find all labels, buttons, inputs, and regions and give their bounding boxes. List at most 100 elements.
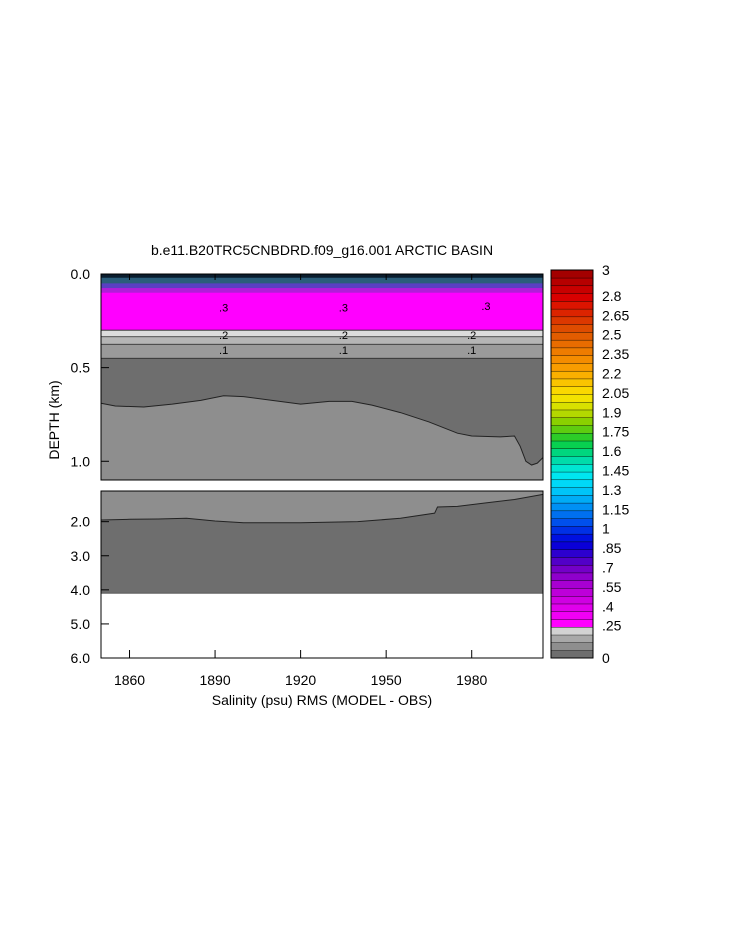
colorbar-swatch-13 (550, 549, 594, 558)
colorbar-swatch-31 (550, 409, 594, 418)
colorbar-swatch-34 (550, 386, 594, 395)
upper-y-tick-label-2: 1.0 (71, 453, 91, 469)
x-tick-label-2: 1920 (285, 672, 316, 688)
upper-depth-panel: .3 .3 .3 .2 .2 .2 .1 .1 .1 0.0 0.5 1.0 (71, 266, 544, 481)
colorbar-swatch-8 (550, 587, 594, 597)
colorbar-label-7: 1.9 (602, 404, 622, 420)
colorbar-swatch-37 (550, 362, 594, 372)
colorbar-label-14: .85 (602, 540, 622, 556)
colorbar-label-3: 2.5 (602, 327, 622, 343)
colorbar-swatch-28 (550, 432, 594, 442)
lower-y-tick-label-0: 2.0 (71, 514, 91, 530)
colorbar-swatch-11 (550, 564, 594, 574)
colorbar-label-16: .55 (602, 579, 622, 595)
colorbar-legend: 3 2.8 2.65 2.5 2.35 2.2 2.05 1.9 1.75 1.6 1.45 1.3 1… (550, 262, 629, 666)
colorbar-swatch-33 (550, 393, 594, 403)
lower-y-tick-label-4: 6.0 (71, 650, 91, 666)
depth-band-2 (101, 283, 543, 289)
colorbar-swatch-32 (550, 401, 594, 411)
colorbar-label-13: 1 (602, 521, 610, 537)
upper-panel-frame (100, 273, 544, 481)
colorbar-label-5: 2.2 (602, 365, 622, 381)
lower-filled-region (101, 491, 543, 523)
colorbar-swatch-25 (550, 456, 594, 465)
colorbar-swatch-4 (550, 619, 594, 628)
colorbar-label-9: 1.6 (602, 443, 622, 459)
colorbar-swatch-39 (550, 347, 594, 356)
colorbar-label-10: 1.45 (602, 462, 629, 478)
colorbar-swatch-24 (550, 463, 594, 473)
colorbar-swatch-30 (550, 417, 594, 426)
colorbar-label-18: .25 (602, 618, 622, 634)
depth-band-4 (101, 292, 543, 331)
depth-band-5 (101, 330, 543, 338)
lower-y-tick-label-1: 3.0 (71, 548, 91, 564)
colorbar-label-0: 3 (602, 262, 610, 278)
upper-y-tick-label-0: 0.0 (71, 266, 91, 282)
depth-band-0 (101, 274, 543, 279)
colorbar-label-19: 0 (602, 650, 610, 666)
x-tick-label-0: 1860 (114, 672, 145, 688)
colorbar-label-12: 1.15 (602, 501, 629, 517)
colorbar-swatch-0 (550, 650, 594, 659)
colorbar-swatch-47 (550, 285, 594, 294)
colorbar-swatch-23 (550, 471, 594, 481)
colorbar-swatch-41 (550, 331, 594, 341)
colorbar-swatch-29 (550, 425, 594, 434)
colorbar-label-2: 2.65 (602, 307, 629, 323)
colorbar-swatch-15 (550, 533, 594, 543)
contour-label-8: .1 (467, 345, 476, 357)
colorbar-swatch-1 (550, 642, 594, 651)
colorbar-swatch-3 (550, 626, 594, 636)
upper-contour-boundary (100, 395, 544, 466)
x-axis: 1860 1890 1920 1950 1980 (114, 274, 487, 688)
colorbar-label-8: 1.75 (602, 424, 629, 440)
contour-label-0: .3 (219, 303, 228, 315)
colorbar-swatch-10 (550, 572, 594, 581)
colorbar-swatch-48 (550, 277, 594, 287)
contour-label-5: .2 (467, 330, 476, 342)
colorbar-swatch-5 (550, 611, 594, 620)
depth-band-1 (101, 277, 543, 284)
colorbar-swatch-38 (550, 355, 594, 364)
colorbar-swatch-35 (550, 378, 594, 387)
contour-label-4: .2 (339, 330, 348, 342)
colorbar-swatch-17 (550, 518, 594, 527)
colorbar-swatch-6 (550, 603, 594, 612)
x-tick-label-1: 1890 (199, 672, 230, 688)
upper-filled-region (101, 395, 543, 480)
contour-label-3: .2 (219, 330, 228, 342)
colorbar-frame (550, 269, 594, 659)
depth-band-3 (101, 288, 543, 294)
lower-panel-frame (100, 490, 544, 659)
colorbar-swatch-44 (550, 308, 594, 318)
colorbar-swatch-42 (550, 324, 594, 333)
upper-y-tick-label-1: 0.5 (71, 360, 91, 376)
colorbar-label-17: .4 (602, 598, 614, 614)
lower-y-tick-label-3: 5.0 (71, 616, 91, 632)
contour-label-2: .3 (481, 301, 490, 313)
x-axis-label: Salinity (psu) RMS (MODEL - OBS) (212, 692, 432, 708)
colorbar-swatch-12 (550, 556, 594, 566)
y-axis-label: DEPTH (km) (46, 380, 62, 459)
colorbar-swatch-2 (550, 634, 594, 643)
colorbar-label-15: .7 (602, 559, 614, 575)
colorbar-label-6: 2.05 (602, 385, 629, 401)
x-tick-label-4: 1980 (456, 672, 487, 688)
colorbar-label-1: 2.8 (602, 288, 622, 304)
colorbar-swatch-36 (550, 370, 594, 380)
x-tick-label-3: 1950 (371, 672, 402, 688)
colorbar-swatch-22 (550, 479, 594, 488)
lower-depth-panel: 2.0 3.0 4.0 5.0 6.0 (71, 490, 544, 666)
colorbar-swatch-20 (550, 494, 594, 504)
colorbar-swatch-18 (550, 510, 594, 519)
chart-title: b.e11.B20TRC5CNBDRD.f09_g16.001 ARCTIC B… (151, 242, 493, 258)
lower-contour-boundary (100, 493, 544, 524)
colorbar-swatch-27 (550, 440, 594, 449)
colorbar-swatch-26 (550, 448, 594, 457)
lower-y-tick-label-2: 4.0 (71, 582, 91, 598)
colorbar-swatch-16 (550, 525, 594, 535)
contour-label-6: .1 (219, 345, 228, 357)
colorbar-swatch-9 (550, 580, 594, 589)
contour-label-7: .1 (339, 345, 348, 357)
